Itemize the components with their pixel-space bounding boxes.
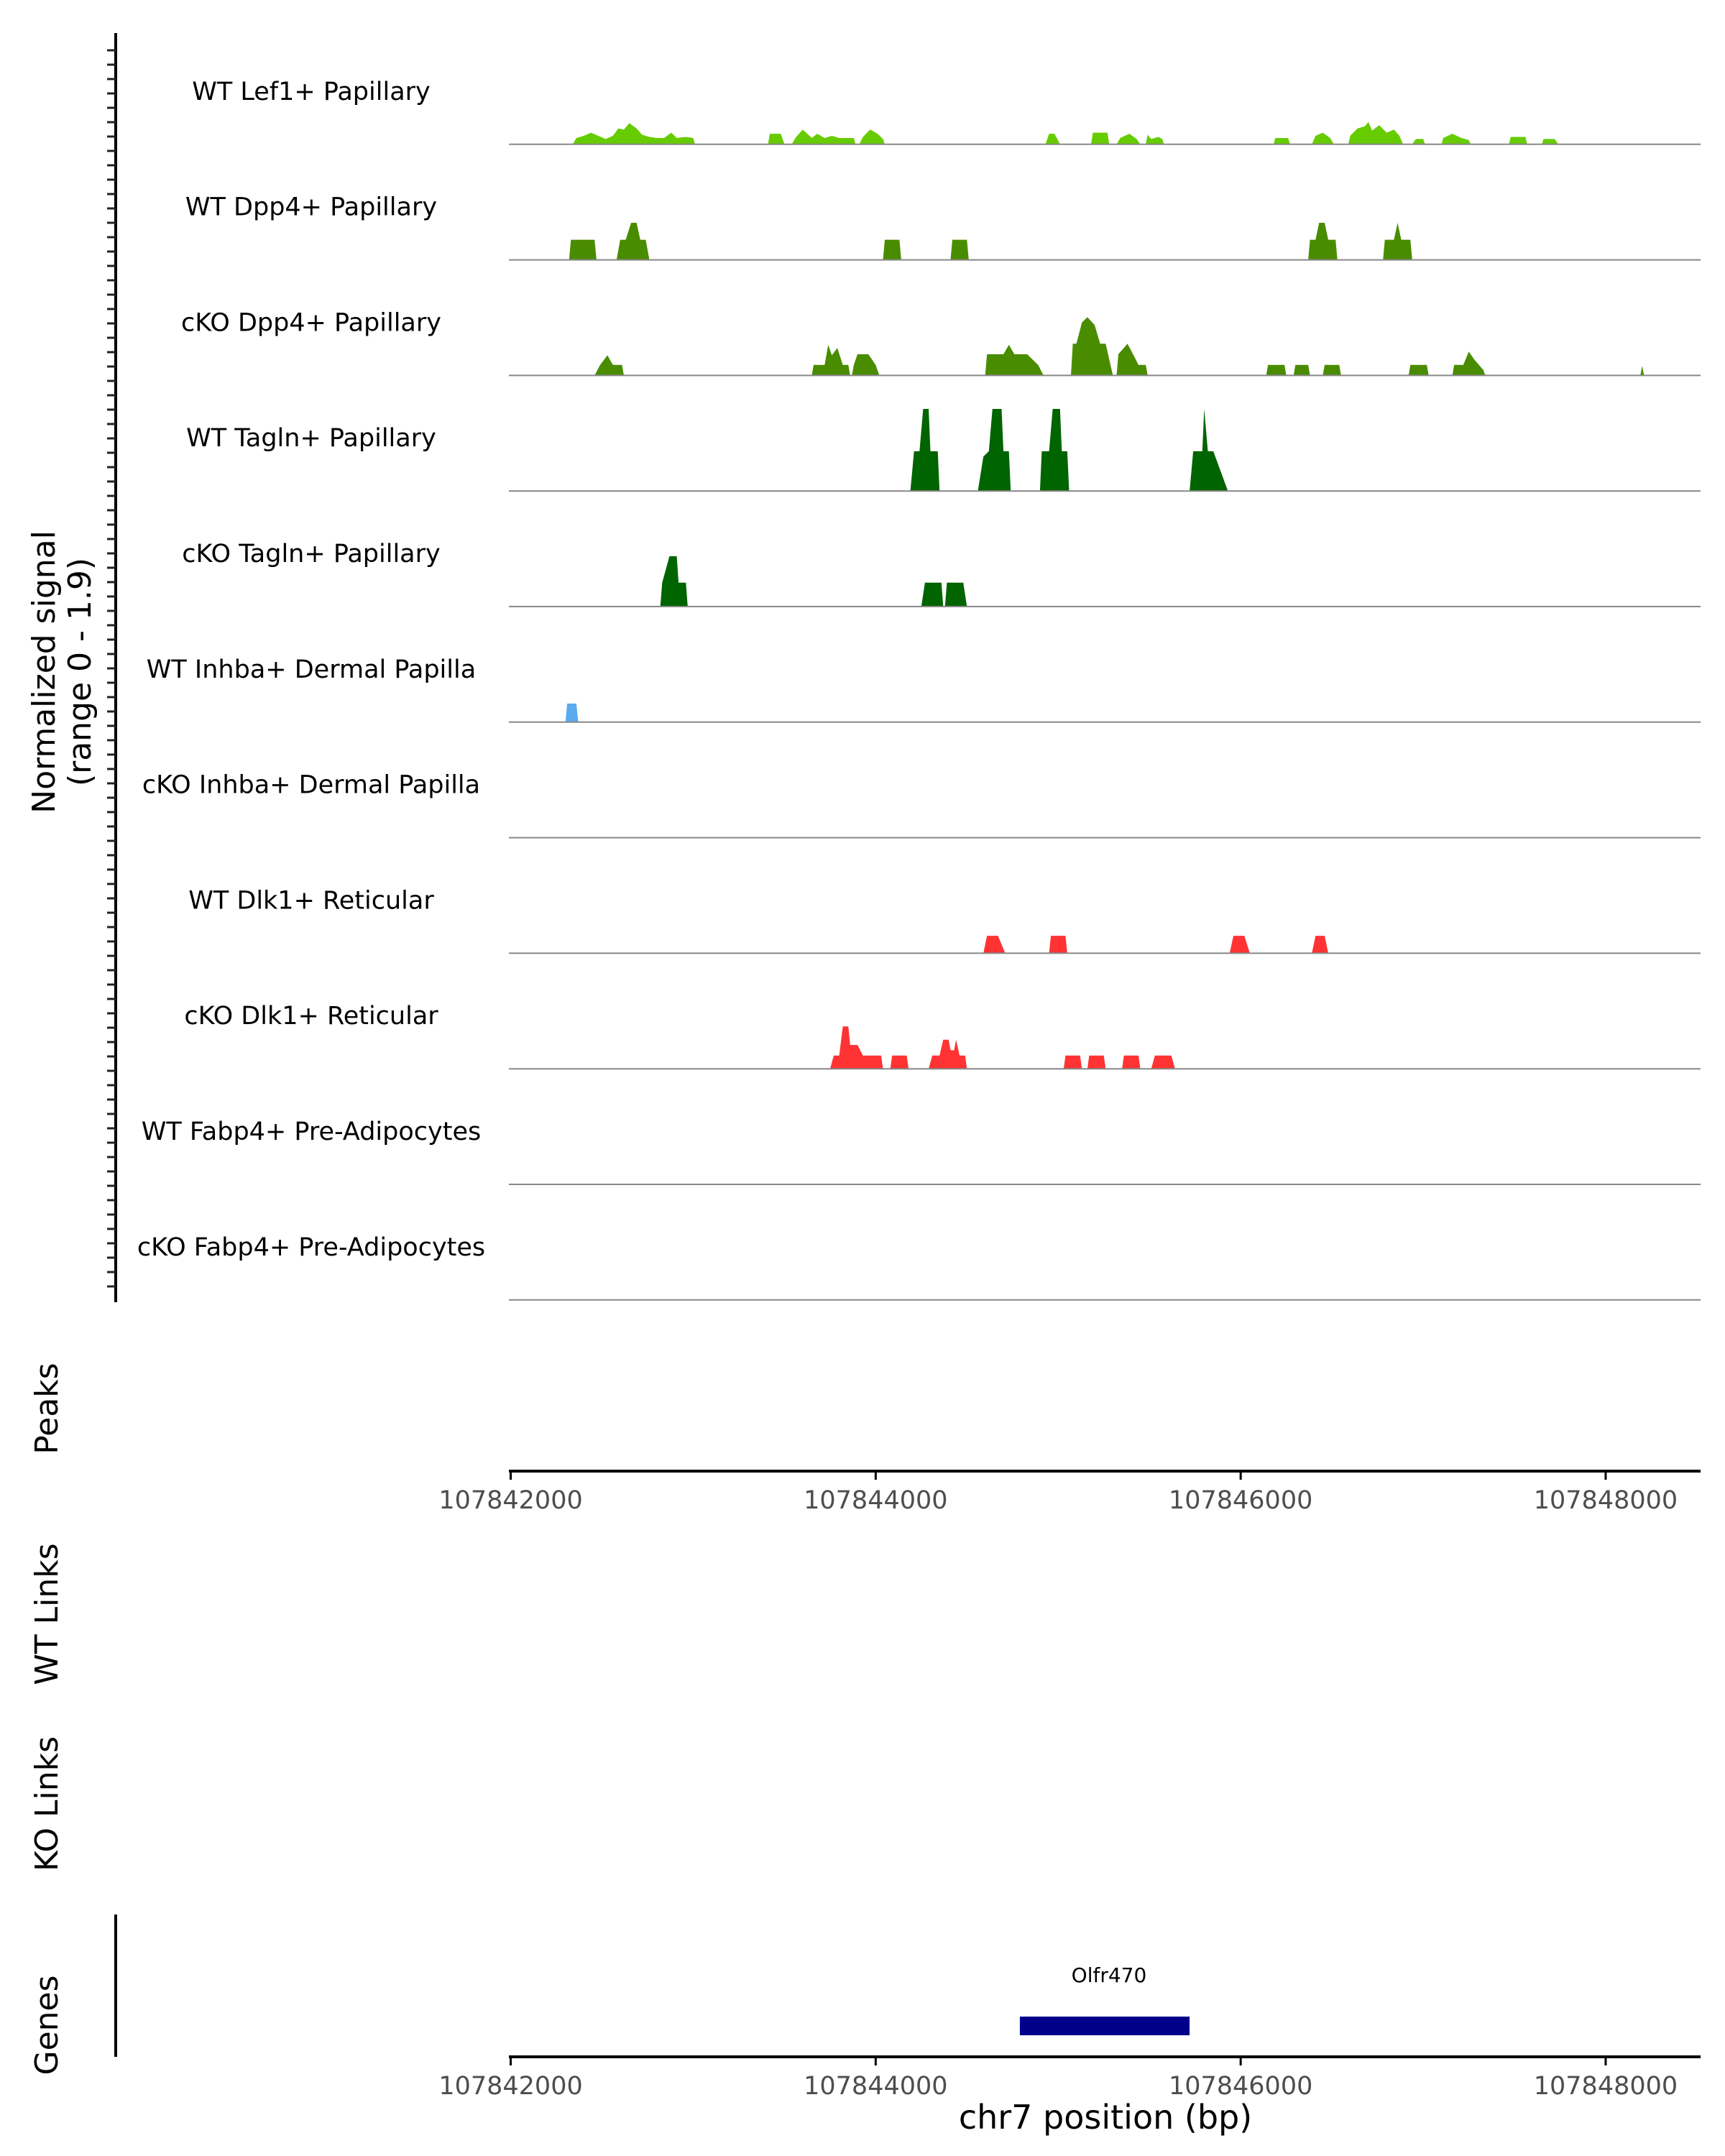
track-5: WT Inhba+ Dermal Papilla: [147, 655, 1701, 723]
x-tick-label: 107844000: [804, 2072, 947, 2101]
track-signal-area: [660, 556, 967, 607]
track-10: cKO Fabp4+ Pre-Adipocytes: [137, 1233, 1701, 1301]
ko-links-panel-label: KO Links: [29, 1736, 65, 1871]
track-signal-area: [572, 121, 1558, 144]
track-label: cKO Dlk1+ Reticular: [184, 1002, 438, 1031]
genes-panel-label: Genes: [29, 1975, 65, 2075]
gene-body: [1019, 2017, 1190, 2035]
wt-links-panel-label: WT Links: [29, 1543, 65, 1685]
x-tick-label: 107842000: [438, 2072, 582, 2101]
gene-track: Olfr470: [1019, 1963, 1190, 2035]
track-label: cKO Fabp4+ Pre-Adipocytes: [137, 1233, 485, 1262]
track-label: WT Inhba+ Dermal Papilla: [147, 655, 476, 684]
track-label: WT Fabp4+ Pre-Adipocytes: [142, 1118, 481, 1146]
x-tick-label: 107848000: [1534, 2072, 1678, 2101]
track-7: WT Dlk1+ Reticular: [188, 886, 1701, 954]
track-label: cKO Inhba+ Dermal Papilla: [142, 771, 480, 800]
track-4: cKO Tagln+ Papillary: [182, 540, 1701, 607]
track-signal-area: [829, 1026, 1175, 1069]
track-signal-area: [594, 317, 1644, 376]
y-axis-title: Normalized signal: [26, 530, 63, 814]
x-axis-title: chr7 position (bp): [959, 2098, 1252, 2137]
peaks-panel-label: Peaks: [29, 1363, 65, 1454]
track-1: WT Dpp4+ Papillary: [185, 193, 1701, 261]
x-tick-label: 107844000: [804, 1486, 947, 1515]
x-axis-peaks: 107842000 107844000 107846000 107848000: [438, 1470, 1701, 1515]
track-2: cKO Dpp4+ Papillary: [181, 308, 1701, 377]
track-label: WT Tagln+ Papillary: [186, 424, 436, 453]
x-axis-genes: 107842000 107844000 107846000 107848000: [438, 2055, 1701, 2101]
track-0: WT Lef1+ Papillary: [192, 78, 1701, 145]
track-label: WT Dpp4+ Papillary: [185, 193, 437, 222]
track-label: WT Lef1+ Papillary: [192, 78, 431, 106]
x-tick-label: 107846000: [1169, 2072, 1312, 2101]
track-signal-area: [569, 223, 1412, 260]
track-6: cKO Inhba+ Dermal Papilla: [142, 771, 1701, 839]
coverage-tracks: WT Lef1+ Papillary WT Dpp4+ Papillary cKO …: [137, 78, 1701, 1301]
track-label: WT Dlk1+ Reticular: [188, 886, 434, 915]
signal-y-axis: [107, 33, 117, 1302]
x-tick-label: 107842000: [438, 1486, 582, 1515]
x-tick-label: 107848000: [1534, 1486, 1678, 1515]
track-label: cKO Dpp4+ Papillary: [181, 308, 441, 337]
track-9: WT Fabp4+ Pre-Adipocytes: [142, 1118, 1701, 1185]
track-label: cKO Tagln+ Papillary: [182, 540, 441, 568]
track-3: WT Tagln+ Papillary: [186, 409, 1701, 492]
track-8: cKO Dlk1+ Reticular: [184, 1002, 1701, 1070]
track-signal-area: [983, 936, 1328, 954]
x-tick-label: 107846000: [1169, 1486, 1312, 1515]
track-signal-area: [565, 704, 579, 722]
track-signal-area: [910, 409, 1228, 492]
gene-label: Olfr470: [1072, 1963, 1147, 1987]
y-axis-range-label: (range 0 - 1.9): [62, 558, 98, 786]
